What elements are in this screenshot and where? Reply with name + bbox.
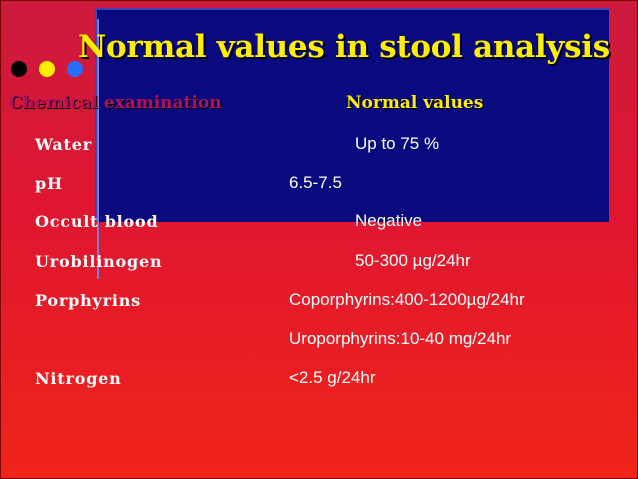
yellow-dot-icon — [39, 61, 55, 77]
accent-line — [97, 19, 99, 279]
blue-dot-icon — [67, 61, 83, 77]
normal-values-header: Normal values — [346, 93, 484, 113]
chemical-examination-header: Chemical examination — [9, 93, 222, 113]
param-occult-blood: Occult blood — [35, 212, 159, 231]
value-uroporphyrins: Uroporphyrins:10-40 mg/24hr — [289, 329, 512, 348]
black-dot-icon — [11, 61, 27, 77]
value-occult-blood: Negative — [355, 211, 423, 230]
value-urobilinogen: 50-300 µg/24hr — [355, 251, 471, 270]
param-porphyrins: Porphyrins — [35, 291, 141, 310]
param-nitrogen: Nitrogen — [35, 369, 122, 388]
value-nitrogen: <2.5 g/24hr — [289, 368, 376, 387]
value-coporphyrins: Coporphyrins:400-1200µg/24hr — [289, 290, 525, 309]
param-ph: pH — [35, 174, 63, 193]
value-ph: 6.5-7.5 — [289, 173, 342, 192]
param-urobilinogen: Urobilinogen — [35, 252, 163, 271]
param-water: Water — [35, 135, 92, 154]
title-box — [95, 8, 609, 222]
value-water: Up to 75 % — [355, 134, 440, 153]
slide-title: Normal values in stool analysis — [78, 29, 610, 65]
